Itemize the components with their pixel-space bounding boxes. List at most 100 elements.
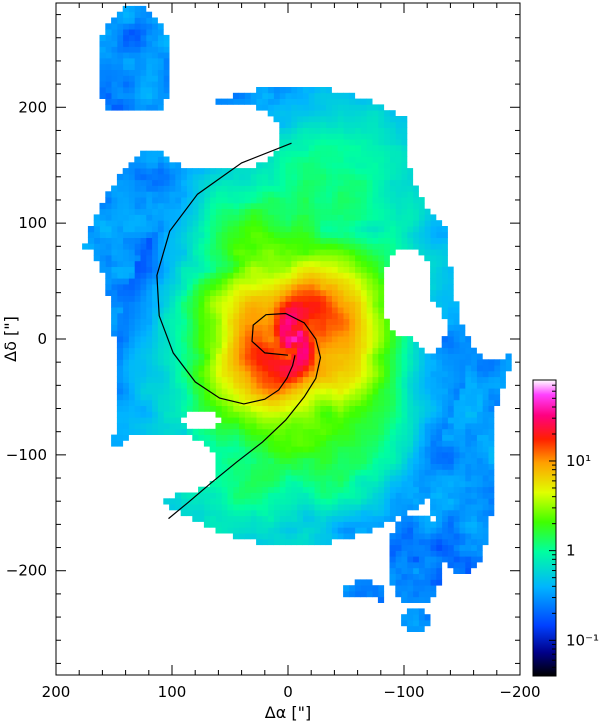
heatmap-cell [232, 446, 240, 453]
heatmap-cell [441, 452, 448, 459]
heatmap-cell [412, 562, 419, 569]
heatmap-cell [476, 405, 483, 412]
heatmap-cell [134, 382, 141, 389]
heatmap-cell [209, 394, 216, 401]
heatmap-cell [145, 197, 153, 204]
heatmap-cell [366, 359, 373, 366]
heatmap-cell [116, 179, 124, 186]
heatmap-cell [302, 365, 309, 372]
heatmap-cell [308, 527, 315, 534]
heatmap-cell [366, 139, 373, 146]
heatmap-cell [180, 278, 187, 285]
heatmap-cell [227, 330, 234, 337]
heatmap-cell [331, 156, 338, 163]
heatmap-cell [151, 284, 158, 291]
heatmap-cell [331, 133, 338, 140]
heatmap-cell [325, 370, 332, 378]
heatmap-cell [122, 405, 129, 412]
heatmap-cell [372, 191, 379, 198]
heatmap-cell [401, 533, 408, 540]
heatmap-cell [163, 359, 170, 366]
heatmap-cell [267, 428, 274, 435]
heatmap-cell [360, 191, 367, 198]
heatmap-cell [198, 237, 205, 244]
heatmap-cell [383, 220, 390, 227]
heatmap-cell [401, 550, 408, 557]
heatmap-cell [232, 434, 240, 441]
heatmap-cell [308, 347, 315, 354]
heatmap-cell [366, 475, 373, 482]
heatmap-cell [482, 504, 489, 511]
heatmap-cell [447, 498, 454, 505]
heatmap-cell [279, 237, 286, 244]
heatmap-cell [453, 405, 460, 412]
heatmap-cell [325, 347, 332, 354]
heatmap-cell [227, 220, 234, 227]
heatmap-cell [482, 452, 489, 459]
heatmap-cell [111, 226, 118, 233]
heatmap-cell [406, 504, 414, 511]
heatmap-cell [354, 272, 361, 279]
heatmap-cell [488, 382, 495, 389]
heatmap-cell [447, 457, 454, 464]
heatmap-cell [140, 150, 147, 157]
heatmap-cell [360, 579, 367, 586]
heatmap-cell [296, 214, 303, 221]
heatmap-cell [111, 237, 118, 244]
heatmap-cell [285, 480, 292, 488]
heatmap-cell [459, 347, 466, 354]
heatmap-cell [441, 382, 448, 389]
heatmap-cell [476, 480, 483, 488]
heatmap-cell [430, 278, 437, 285]
heatmap-cell [180, 428, 187, 435]
heatmap-cell [261, 492, 269, 499]
heatmap-cell [256, 289, 263, 296]
heatmap-cell [238, 324, 245, 331]
heatmap-cell [227, 515, 234, 522]
heatmap-cell [314, 457, 321, 464]
heatmap-cell [348, 191, 356, 198]
heatmap-cell [163, 347, 170, 354]
heatmap-cell [111, 202, 118, 210]
heatmap-cell [174, 255, 182, 262]
heatmap-cell [343, 301, 350, 308]
heatmap-cell [157, 179, 164, 186]
heatmap-cell [430, 463, 437, 470]
heatmap-cell [354, 579, 361, 586]
heatmap-cell [459, 463, 466, 470]
heatmap-cell [122, 191, 129, 198]
heatmap-cell [389, 347, 396, 354]
heatmap-cell [285, 521, 292, 528]
heatmap-cell [331, 301, 338, 308]
heatmap-cell [232, 411, 240, 418]
heatmap-cell [238, 191, 245, 198]
heatmap-cell [331, 521, 338, 528]
heatmap-cell [343, 214, 350, 221]
heatmap-cell [453, 562, 460, 569]
heatmap-cell [267, 509, 274, 517]
heatmap-cell [412, 428, 419, 435]
heatmap-cell [134, 214, 141, 221]
heatmap-cell [464, 509, 472, 517]
heatmap-cell [395, 509, 402, 517]
heatmap-cell [273, 168, 280, 175]
heatmap-cell [441, 417, 448, 424]
heatmap-cell [128, 347, 135, 354]
heatmap-cell [273, 457, 280, 464]
heatmap-cell [232, 382, 240, 389]
heatmap-cell [395, 168, 402, 175]
heatmap-cell [256, 318, 263, 325]
heatmap-cell [377, 127, 385, 134]
heatmap-cell [267, 469, 274, 476]
heatmap-cell [279, 92, 286, 99]
heatmap-cell [441, 249, 448, 256]
heatmap-cell [285, 162, 292, 169]
heatmap-cell [337, 226, 344, 233]
heatmap-cell [337, 208, 344, 215]
heatmap-cell [441, 446, 448, 453]
heatmap-cell [308, 399, 315, 406]
heatmap-cell [360, 370, 367, 378]
heatmap-cell [99, 46, 106, 53]
heatmap-cell [395, 220, 402, 227]
heatmap-cell [488, 452, 495, 459]
